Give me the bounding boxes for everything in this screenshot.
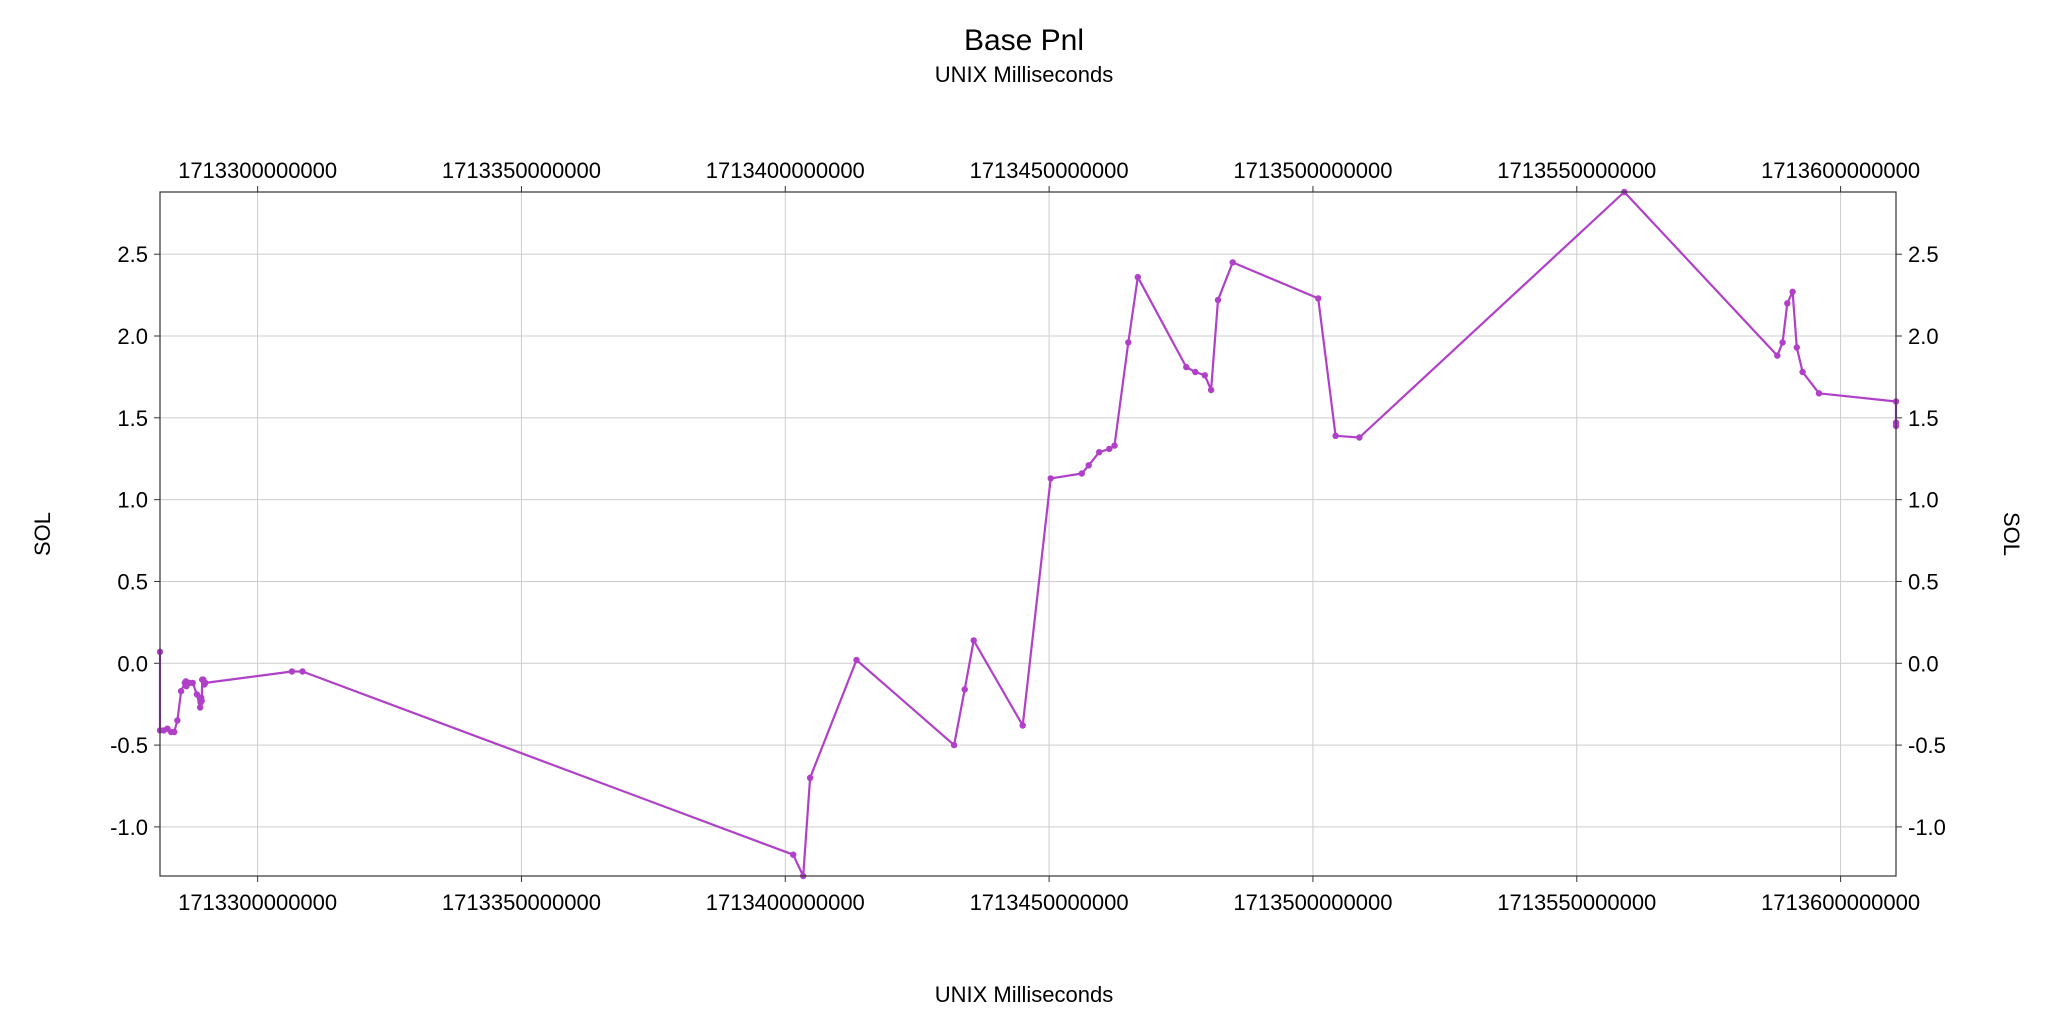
data-point bbox=[1134, 273, 1142, 281]
x-tick-label-top: 1713400000000 bbox=[706, 158, 865, 183]
data-point bbox=[1019, 722, 1026, 729]
chart-subtitle: UNIX Milliseconds bbox=[935, 62, 1114, 87]
plot-area bbox=[160, 192, 1896, 876]
data-point bbox=[1774, 352, 1781, 359]
y-tick-label-left: -0.5 bbox=[110, 733, 148, 758]
x-tick-label-top: 1713500000000 bbox=[1233, 158, 1392, 183]
x-tick-label-bottom: 1713450000000 bbox=[970, 890, 1129, 915]
x-tick-label-top: 1713450000000 bbox=[970, 158, 1129, 183]
x-tick-label-bottom: 1713600000000 bbox=[1761, 890, 1920, 915]
data-point bbox=[1125, 339, 1132, 346]
x-tick-label-bottom: 1713300000000 bbox=[178, 890, 337, 915]
chart-title: Base Pnl bbox=[964, 24, 1084, 57]
data-point bbox=[1815, 390, 1823, 397]
data-point bbox=[1047, 475, 1054, 482]
y-tick-label-left: 1.0 bbox=[117, 488, 148, 513]
data-point bbox=[790, 851, 797, 858]
data-point bbox=[174, 717, 181, 724]
y-tick-label-left: 2.5 bbox=[117, 242, 148, 267]
y-tick-label-right: -1.0 bbox=[1908, 815, 1946, 840]
data-point bbox=[171, 728, 178, 736]
x-axis-title: UNIX Milliseconds bbox=[935, 982, 1114, 1007]
data-point bbox=[950, 741, 958, 749]
y-tick-label-left: 0.0 bbox=[117, 651, 148, 676]
data-point bbox=[1779, 339, 1786, 346]
data-point bbox=[1793, 344, 1801, 351]
data-point bbox=[1799, 368, 1806, 376]
data-point bbox=[1106, 445, 1113, 453]
y-tick-label-right: 0.0 bbox=[1908, 651, 1939, 676]
data-point bbox=[1356, 434, 1363, 441]
x-tick-label-bottom: 1713400000000 bbox=[706, 890, 865, 915]
y-tick-label-right: -0.5 bbox=[1908, 733, 1946, 758]
data-point bbox=[1201, 372, 1209, 379]
data-point bbox=[1332, 432, 1339, 439]
x-tick-label-bottom: 1713500000000 bbox=[1233, 890, 1392, 915]
y-tick-label-left: 2.0 bbox=[117, 324, 148, 349]
data-point bbox=[1111, 442, 1118, 449]
data-point bbox=[853, 656, 860, 664]
data-point bbox=[961, 686, 968, 693]
y-tick-label-right: 0.5 bbox=[1908, 569, 1939, 594]
data-point bbox=[196, 704, 204, 711]
data-point bbox=[1078, 470, 1086, 477]
y-tick-label-right: 2.0 bbox=[1908, 324, 1939, 349]
y-tick-label-left: 1.5 bbox=[117, 406, 148, 431]
data-point bbox=[198, 697, 205, 705]
y-tick-label-right: 2.5 bbox=[1908, 242, 1939, 267]
data-point bbox=[177, 687, 185, 695]
data-point bbox=[202, 679, 209, 687]
grid-lines bbox=[160, 192, 1896, 876]
y-tick-label-right: 1.0 bbox=[1908, 488, 1939, 513]
data-point bbox=[970, 637, 977, 644]
x-tick-label-bottom: 1713350000000 bbox=[442, 890, 601, 915]
data-point bbox=[1784, 300, 1791, 307]
x-tick-label-top: 1713300000000 bbox=[178, 158, 337, 183]
y-axis-title-right: SOL bbox=[1999, 512, 2024, 556]
x-tick-label-top: 1713550000000 bbox=[1497, 158, 1656, 183]
data-point bbox=[1207, 386, 1215, 394]
x-tick-label-top: 1713600000000 bbox=[1761, 158, 1920, 183]
x-tick-label-bottom: 1713550000000 bbox=[1497, 890, 1656, 915]
axis-ticks: 1713300000000 1713300000000 1713350000000 1… bbox=[110, 158, 1946, 915]
data-point bbox=[1096, 449, 1103, 456]
x-tick-label-top: 1713350000000 bbox=[442, 158, 601, 183]
data-point bbox=[1229, 259, 1236, 266]
y-tick-label-left: 0.5 bbox=[117, 569, 148, 594]
data-point bbox=[189, 679, 196, 687]
data-point bbox=[1085, 462, 1092, 469]
data-point bbox=[288, 668, 296, 675]
data-point bbox=[1192, 368, 1199, 376]
data-point bbox=[1789, 288, 1796, 295]
data-point bbox=[1183, 363, 1190, 371]
data-point bbox=[1315, 295, 1322, 302]
data-point bbox=[1214, 296, 1222, 304]
data-point bbox=[806, 774, 814, 781]
y-axis-title-left: SOL bbox=[30, 512, 55, 556]
y-tick-label-right: 1.5 bbox=[1908, 406, 1939, 431]
plot-border bbox=[159, 191, 1897, 877]
data-point bbox=[299, 668, 306, 675]
y-tick-label-left: -1.0 bbox=[110, 815, 148, 840]
